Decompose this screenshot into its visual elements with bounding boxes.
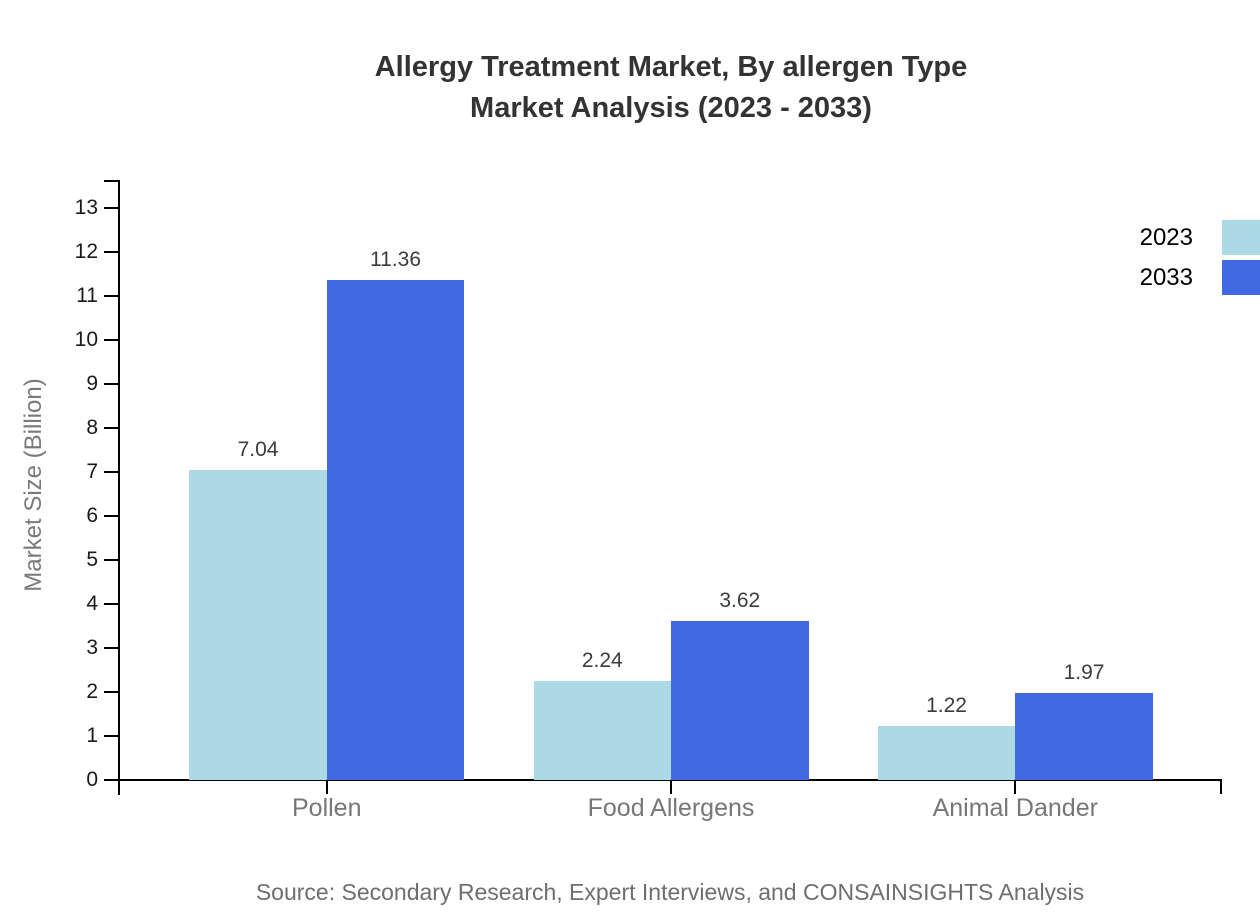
value-label-2033-animal-dander: 1.97 <box>1063 661 1105 685</box>
y-axis-tick <box>104 295 118 297</box>
y-axis-tick-label: 5 <box>86 548 98 571</box>
y-axis-tick-label: 6 <box>86 504 98 527</box>
y-axis-tick <box>104 471 118 473</box>
legend-item-2033: 2033 <box>1140 260 1260 295</box>
x-axis-tick <box>1014 780 1017 794</box>
y-axis-tick <box>104 383 118 385</box>
y-axis-tick-label: 13 <box>74 196 98 219</box>
value-label-2033-food-allergens: 3.62 <box>719 588 761 612</box>
legend-swatch-2023-icon <box>1222 220 1260 255</box>
category-label-animal-dander: Animal Dander <box>932 794 1098 822</box>
y-axis-tick <box>104 339 118 341</box>
value-label-2033-pollen: 11.36 <box>370 248 421 272</box>
y-axis-tick-label: 7 <box>86 460 98 483</box>
bar-2023-food-allergens <box>533 681 671 780</box>
bar-2033-food-allergens <box>671 620 809 780</box>
bar-2033-pollen <box>326 280 465 780</box>
y-axis-tick-label: 9 <box>86 372 98 395</box>
source-note: Source: Secondary Research, Expert Inter… <box>255 879 1085 905</box>
x-axis-tick <box>325 780 328 794</box>
y-axis-tick-label: 4 <box>86 592 98 615</box>
value-label-2023-pollen: 7.04 <box>237 438 279 462</box>
y-axis-tick <box>104 515 118 517</box>
y-axis-tick <box>104 251 118 253</box>
y-axis-tick <box>104 779 118 781</box>
value-label-2023-animal-dander: 1.22 <box>926 694 967 718</box>
y-axis-tick-label: 10 <box>74 328 98 351</box>
bar-2023-animal-dander <box>877 726 1016 780</box>
y-axis-tick <box>104 691 118 693</box>
x-axis-tick <box>670 780 672 794</box>
chart-title: Allergy Treatment Market, By allergen Ty… <box>0 47 1260 129</box>
y-axis-tick <box>104 207 118 209</box>
y-axis-tick <box>104 735 118 737</box>
y-axis-line <box>118 180 120 795</box>
bar-2023-pollen <box>189 470 327 780</box>
legend-swatch-2033-icon <box>1222 260 1260 295</box>
x-axis-line <box>105 779 1222 781</box>
y-axis-tick <box>104 603 118 605</box>
value-label-2023-food-allergens: 2.24 <box>581 649 623 673</box>
y-axis-tick-label: 0 <box>86 768 98 791</box>
legend-label-2023: 2023 <box>1139 223 1193 251</box>
y-axis-tick-label: 12 <box>74 240 98 263</box>
y-axis-tick <box>104 647 118 649</box>
y-axis-tick-label: 8 <box>86 416 98 439</box>
y-axis-tick-label: 2 <box>86 680 98 703</box>
y-axis-tick <box>104 559 118 561</box>
y-axis-end-cap <box>104 180 118 182</box>
chart-title-line2: Market Analysis (2023 - 2033) <box>470 92 872 124</box>
x-axis-end-cap <box>1220 780 1222 794</box>
category-label-pollen: Pollen <box>292 794 362 822</box>
y-axis-tick-label: 1 <box>86 724 98 747</box>
legend-item-2023: 2023 <box>1140 220 1260 255</box>
chart-title-line1: Allergy Treatment Market, By allergen Ty… <box>374 51 968 83</box>
bar-2033-animal-dander <box>1015 693 1153 780</box>
legend-label-2033: 2033 <box>1139 263 1193 291</box>
category-label-food-allergens: Food Allergens <box>587 794 755 822</box>
y-axis-tick-label: 3 <box>86 636 98 659</box>
y-axis-tick <box>104 427 118 429</box>
y-axis-tick-label: 11 <box>76 284 98 307</box>
